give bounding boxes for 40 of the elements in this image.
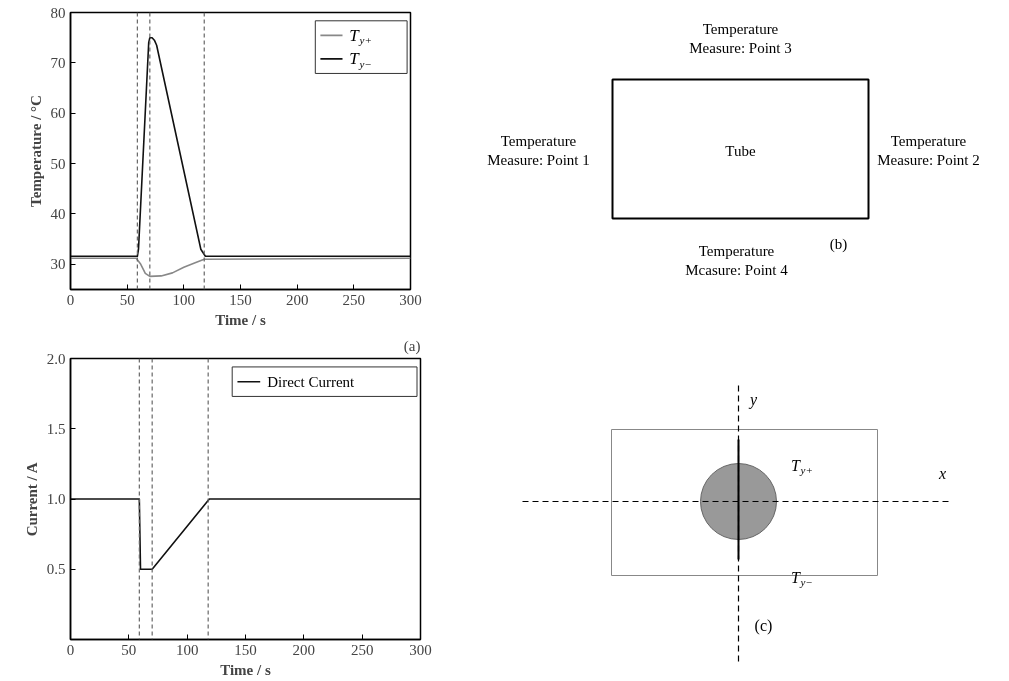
y-tick-label: 40 — [50, 205, 66, 222]
y-tick-label: 1.5 — [46, 420, 66, 437]
x-tick-label: 50 — [121, 641, 137, 658]
x-tick-label: 50 — [119, 291, 135, 308]
line-series — [70, 257, 411, 278]
text: Temperature Measure: Point 1 — [487, 133, 590, 168]
text: (c) — [754, 617, 773, 635]
x-tick-label: 300 — [399, 291, 422, 308]
x-axis-title: Time / s — [220, 661, 271, 678]
y-tick-label: 1.0 — [46, 491, 66, 507]
legend-label: Direct Current — [267, 373, 356, 390]
y-tick-label: 2.0 — [46, 350, 66, 367]
y-tick-label: 80 — [50, 4, 66, 21]
y-tick-label: 60 — [50, 105, 66, 122]
x-tick-label: 150 — [229, 291, 252, 308]
text: Tube — [725, 142, 756, 159]
x-axis-title: Time / s — [215, 311, 266, 328]
x-tick-label: 250 — [350, 641, 374, 658]
y-tick-label: 50 — [50, 155, 66, 172]
x-tick-label: 0 — [66, 641, 75, 658]
text: Temperature Measure: Point 2 — [877, 133, 980, 168]
x-tick-label: 0 — [66, 291, 75, 308]
text: Temperature Measure: Point 3 — [689, 21, 792, 56]
x-tick-label: 150 — [234, 641, 257, 658]
y-axis-title: Current / A — [23, 462, 40, 537]
y-tick-label: 30 — [50, 256, 66, 273]
x-tick-label: 300 — [409, 641, 432, 658]
text: Temperature Mcasure: Point 4 — [685, 243, 789, 278]
x-tick-label: 200 — [292, 641, 316, 658]
y-tick-label: 70 — [50, 54, 66, 71]
text: x — [937, 465, 947, 482]
text: y — [747, 391, 758, 409]
y-axis-title: Temperature / °C — [27, 95, 44, 207]
x-tick-label: 100 — [175, 641, 199, 658]
x-tick-label: 200 — [285, 291, 309, 308]
x-tick-label: 250 — [342, 291, 366, 308]
text: (a) — [403, 337, 421, 355]
x-tick-label: 100 — [172, 291, 196, 308]
text: (b) — [829, 235, 848, 253]
y-tick-label: 0.5 — [46, 561, 66, 578]
